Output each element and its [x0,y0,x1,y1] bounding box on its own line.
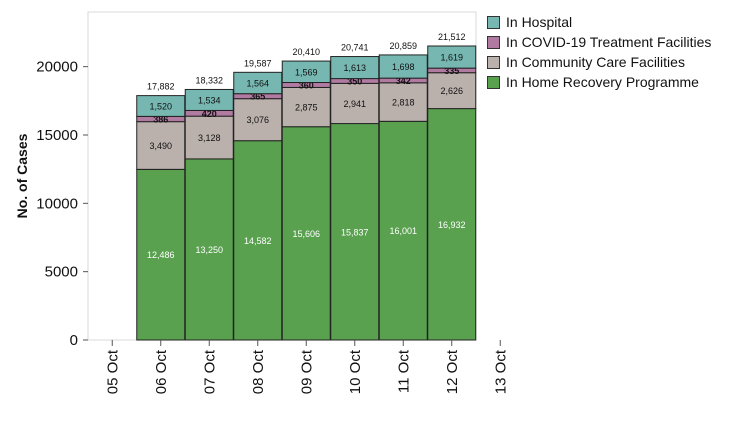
y-tick-label: 5000 [45,264,78,281]
total-label: 20,859 [389,41,417,51]
data-label: 1,564 [246,78,269,88]
bars-layer: 12,486 3,490 386 1,520 17,882 13,250 3,128 420 1… [136,32,477,341]
legend-label: In Community Care Facilities [506,54,685,70]
y-tick-label: 20000 [36,59,78,76]
x-tick-label: 09 Oct [298,349,315,394]
x-tick-label: 10 Oct [347,349,364,394]
data-label: 2,875 [295,103,318,113]
bar-segment [136,168,186,341]
x-tick-label: 05 Oct [104,349,121,394]
data-label: 2,941 [343,99,366,109]
x-tick-label: 11 Oct [395,349,412,393]
data-label: 386 [153,115,168,125]
total-label: 21,512 [438,32,466,42]
data-label: 13,250 [195,245,223,255]
data-label: 1,569 [295,67,318,77]
data-label: 360 [299,80,314,90]
y-tick-label: 15000 [36,127,78,144]
data-label: 1,534 [198,95,221,105]
data-label: 335 [444,66,459,76]
data-label: 1,698 [392,62,415,72]
data-label: 2,626 [440,86,463,96]
data-label: 16,932 [438,220,466,230]
data-label: 15,837 [341,227,369,237]
legend-swatch [487,75,500,89]
data-label: 3,490 [149,141,172,151]
data-label: 3,076 [246,115,269,125]
y-tick-label: 10000 [36,195,78,212]
data-label: 12,486 [147,250,175,260]
axes-layer: 0 5000 10000 15000 20000 05 Oct 06 Oct 07 Oct 08… [36,59,509,395]
legend-item: In Home Recovery Programme [487,72,711,92]
legend-label: In COVID-19 Treatment Facilities [506,34,712,50]
x-tick-label: 06 Oct [153,349,170,394]
bar-segment [233,98,283,142]
data-label: 16,001 [389,226,417,236]
total-label: 20,741 [341,43,369,53]
legend-label: In Home Recovery Programme [506,74,699,90]
bar-segment [281,126,331,341]
total-label: 17,882 [147,82,175,92]
x-tick-label: 13 Oct [492,349,509,394]
data-label: 1,520 [149,101,172,111]
data-label: 420 [202,109,217,119]
legend-label: In Hospital [506,14,573,30]
legend-item: In COVID-19 Treatment Facilities [487,32,711,52]
y-axis-label: No. of Cases [14,133,30,218]
legend-swatch [487,35,500,49]
data-label: 1,613 [343,63,366,73]
data-label: 15,606 [292,229,320,239]
bar-segment [427,45,477,69]
total-label: 19,587 [244,58,272,68]
data-label: 342 [396,76,411,86]
data-label: 365 [250,92,265,102]
legend: In Hospital In COVID-19 Treatment Facilit… [487,12,711,92]
x-tick-label: 12 Oct [444,349,461,394]
data-label: 14,582 [244,236,272,246]
total-label: 20,410 [292,47,320,57]
data-label: 1,619 [440,53,463,63]
bar-segment [184,115,234,160]
data-label: 3,128 [198,133,221,143]
data-label: 350 [347,76,362,86]
legend-item: In Community Care Facilities [487,52,711,72]
legend-swatch [487,15,500,29]
total-label: 18,332 [195,75,223,85]
x-tick-label: 08 Oct [250,349,267,394]
legend-item: In Hospital [487,12,711,32]
data-label: 2,818 [392,98,415,108]
y-tick-label: 0 [70,332,78,349]
bar-segment [427,108,477,341]
legend-swatch [487,55,500,69]
x-tick-label: 07 Oct [201,349,218,394]
